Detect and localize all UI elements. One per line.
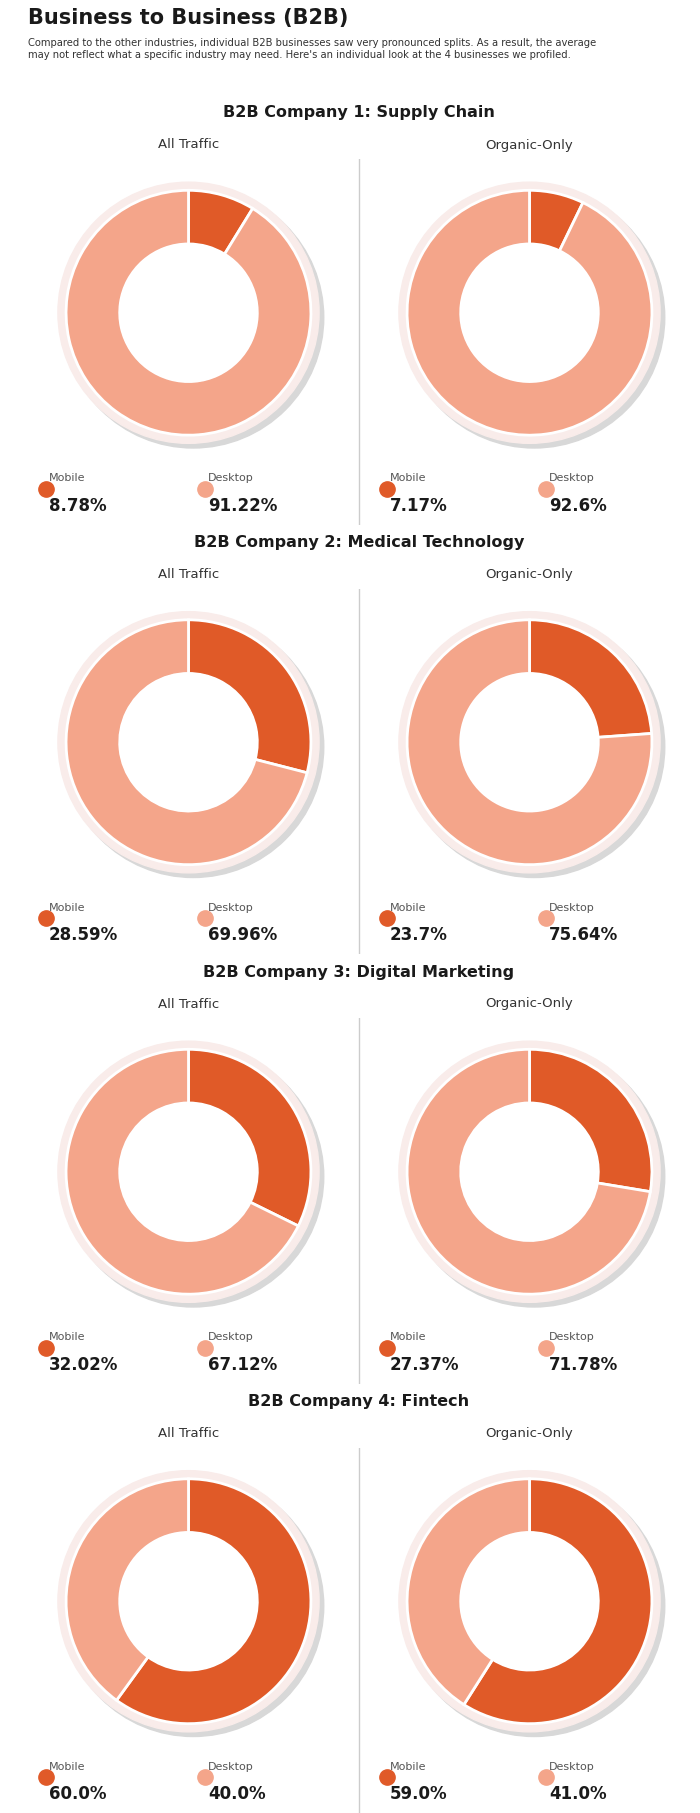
Text: Compared to the other industries, individual B2B businesses saw very pronounced : Compared to the other industries, indivi… xyxy=(28,38,596,60)
Text: 71.78%: 71.78% xyxy=(550,1356,619,1374)
Text: 23.7%: 23.7% xyxy=(390,926,448,945)
Text: Mobile: Mobile xyxy=(49,1333,85,1342)
Text: 28.59%: 28.59% xyxy=(49,926,118,945)
Text: Mobile: Mobile xyxy=(390,1762,426,1771)
Text: Organic-Only: Organic-Only xyxy=(486,138,573,152)
Text: 41.0%: 41.0% xyxy=(550,1786,607,1804)
Wedge shape xyxy=(529,1050,652,1191)
Wedge shape xyxy=(66,620,307,865)
Text: 32.02%: 32.02% xyxy=(49,1356,118,1374)
Text: 8.78%: 8.78% xyxy=(49,497,106,515)
Circle shape xyxy=(404,1046,665,1307)
Text: Mobile: Mobile xyxy=(49,903,85,914)
Text: B2B Company 2: Medical Technology: B2B Company 2: Medical Technology xyxy=(194,535,524,549)
Text: 27.37%: 27.37% xyxy=(390,1356,459,1374)
Text: 92.6%: 92.6% xyxy=(550,497,607,515)
Text: Organic-Only: Organic-Only xyxy=(486,997,573,1010)
Wedge shape xyxy=(529,190,583,250)
Text: Mobile: Mobile xyxy=(390,903,426,914)
Circle shape xyxy=(58,611,319,872)
Text: All Traffic: All Traffic xyxy=(158,997,219,1010)
Text: Mobile: Mobile xyxy=(49,1762,85,1771)
Text: All Traffic: All Traffic xyxy=(158,567,219,580)
Text: B2B Company 1: Supply Chain: B2B Company 1: Supply Chain xyxy=(223,105,495,120)
Text: Business to Business (B2B): Business to Business (B2B) xyxy=(28,7,349,27)
Circle shape xyxy=(58,1041,319,1302)
Text: B2B Company 4: Fintech: B2B Company 4: Fintech xyxy=(248,1394,470,1409)
Text: B2B Company 3: Digital Marketing: B2B Company 3: Digital Marketing xyxy=(204,965,514,979)
Text: 59.0%: 59.0% xyxy=(390,1786,447,1804)
Wedge shape xyxy=(188,190,253,254)
Circle shape xyxy=(399,611,660,872)
Text: All Traffic: All Traffic xyxy=(158,138,219,152)
Wedge shape xyxy=(66,1050,298,1294)
Text: 67.12%: 67.12% xyxy=(209,1356,278,1374)
Wedge shape xyxy=(464,1479,652,1724)
Text: Organic-Only: Organic-Only xyxy=(486,1427,573,1440)
Circle shape xyxy=(399,1470,660,1731)
Circle shape xyxy=(404,616,665,877)
Circle shape xyxy=(62,1046,324,1307)
Text: Desktop: Desktop xyxy=(550,1333,595,1342)
Text: 7.17%: 7.17% xyxy=(390,497,448,515)
Text: Organic-Only: Organic-Only xyxy=(486,567,573,580)
Text: 40.0%: 40.0% xyxy=(209,1786,266,1804)
Circle shape xyxy=(120,1532,258,1670)
Circle shape xyxy=(58,1470,319,1731)
Text: Desktop: Desktop xyxy=(550,1762,595,1771)
Wedge shape xyxy=(116,1479,311,1724)
Circle shape xyxy=(399,1041,660,1302)
Wedge shape xyxy=(407,620,652,865)
Wedge shape xyxy=(188,620,311,772)
Text: Desktop: Desktop xyxy=(209,1762,254,1771)
Wedge shape xyxy=(529,620,652,738)
Circle shape xyxy=(404,187,665,448)
Wedge shape xyxy=(407,1050,650,1294)
Wedge shape xyxy=(407,1479,529,1704)
Text: Mobile: Mobile xyxy=(390,473,426,484)
Text: Mobile: Mobile xyxy=(49,473,85,484)
Text: Desktop: Desktop xyxy=(550,473,595,484)
Text: 75.64%: 75.64% xyxy=(550,926,619,945)
Circle shape xyxy=(58,181,319,444)
Wedge shape xyxy=(188,1050,311,1226)
Text: Desktop: Desktop xyxy=(209,903,254,914)
Text: Desktop: Desktop xyxy=(209,1333,254,1342)
Wedge shape xyxy=(66,190,311,435)
Text: 69.96%: 69.96% xyxy=(209,926,278,945)
Circle shape xyxy=(461,1102,598,1240)
Text: Desktop: Desktop xyxy=(209,473,254,484)
Text: NEILPATEL: NEILPATEL xyxy=(4,879,13,934)
Text: 91.22%: 91.22% xyxy=(209,497,278,515)
Circle shape xyxy=(62,187,324,448)
Wedge shape xyxy=(66,1479,188,1701)
Circle shape xyxy=(404,1476,665,1737)
Text: Mobile: Mobile xyxy=(390,1333,426,1342)
Circle shape xyxy=(399,181,660,444)
Text: Desktop: Desktop xyxy=(550,903,595,914)
Circle shape xyxy=(62,616,324,877)
Text: All Traffic: All Traffic xyxy=(158,1427,219,1440)
Circle shape xyxy=(461,673,598,810)
Text: 60.0%: 60.0% xyxy=(49,1786,106,1804)
Circle shape xyxy=(461,1532,598,1670)
Circle shape xyxy=(120,1102,258,1240)
Circle shape xyxy=(120,245,258,381)
Circle shape xyxy=(120,673,258,810)
Circle shape xyxy=(461,245,598,381)
Wedge shape xyxy=(407,190,652,435)
Circle shape xyxy=(62,1476,324,1737)
